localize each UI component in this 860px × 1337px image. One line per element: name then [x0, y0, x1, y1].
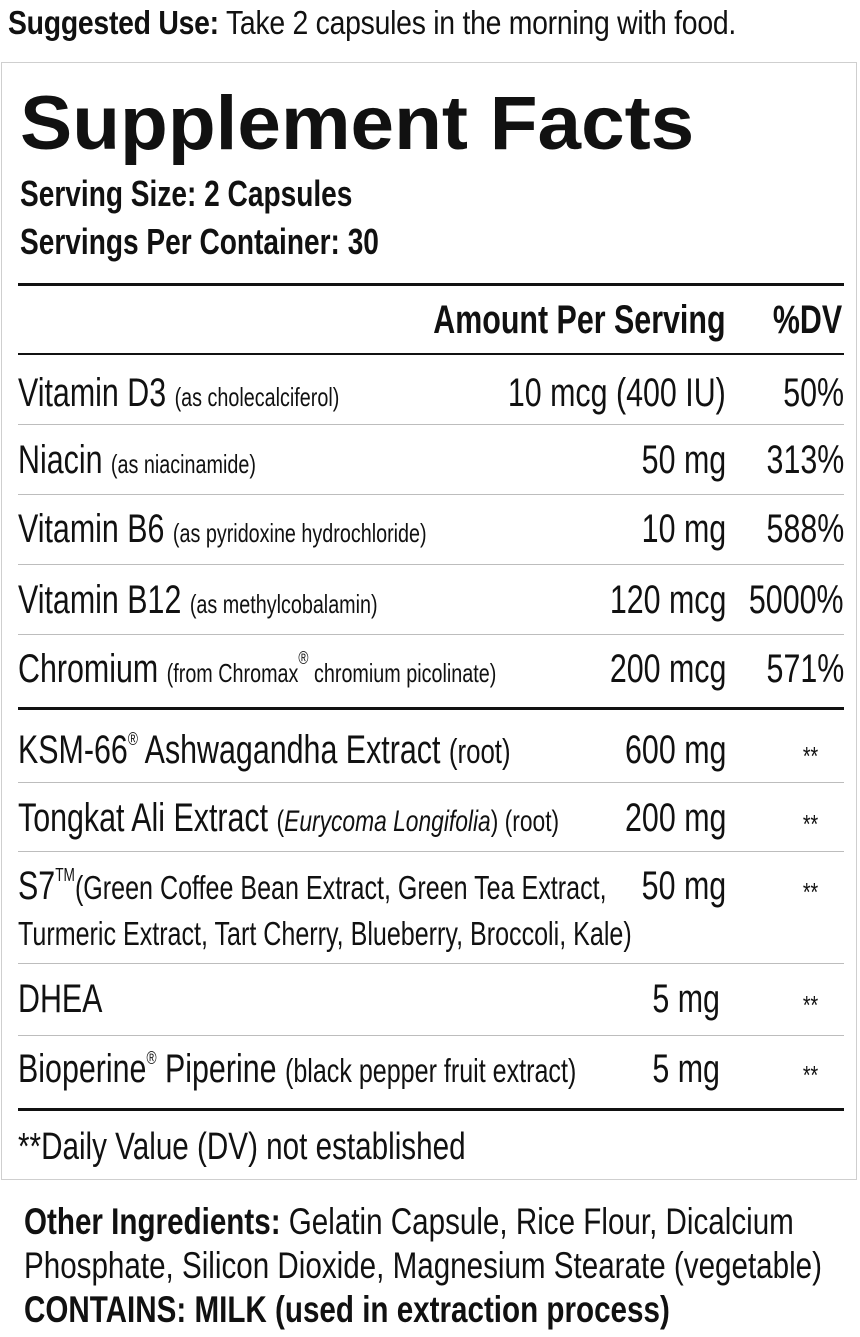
divider	[18, 283, 844, 286]
nutrient-amount: 200 mcg	[609, 647, 726, 691]
nutrient-detail: (as pyridoxine hydrochloride)	[172, 518, 427, 548]
nutrient-amount: 120 mcg	[609, 578, 726, 622]
nutrient-name: Vitamin B6	[18, 507, 165, 551]
facts-title: Supplement Facts	[20, 81, 695, 166]
divider	[18, 707, 844, 710]
nutrient-dv: 313%	[766, 438, 844, 482]
ingredient-detail: (black pepper fruit extract)	[284, 1052, 577, 1089]
servings-per-container: Servings Per Container: 30	[20, 221, 379, 262]
divider	[18, 353, 844, 355]
ingredient-dv: **	[802, 741, 818, 771]
nutrient-detail: (as niacinamide)	[110, 449, 256, 479]
registered-mark: ®	[298, 648, 309, 668]
divider	[18, 564, 844, 565]
ingredient-amount: 5 mg	[652, 1047, 720, 1091]
divider	[18, 782, 844, 783]
registered-mark: ®	[127, 729, 138, 749]
header-amount: Amount Per Serving	[433, 298, 726, 342]
ingredient-detail: (Eurycoma Longifolia) (root)	[276, 805, 560, 838]
other-ingredients: Other Ingredients: Gelatin Capsule, Rice…	[24, 1201, 794, 1242]
nutrient-amount: 10 mcg (400 IU)	[508, 371, 726, 415]
serving-size: Serving Size: 2 Capsules	[20, 173, 353, 214]
ingredient-dv: **	[802, 877, 818, 907]
nutrient-detail: (as methylcobalamin)	[189, 589, 378, 619]
nutrient-dv: 571%	[766, 647, 844, 691]
ingredient-name: DHEA	[18, 977, 103, 1021]
nutrient-name: Vitamin B12	[18, 578, 182, 622]
divider	[18, 851, 844, 852]
nutrient-name: Niacin	[18, 438, 103, 482]
suggested-use: Suggested Use: Take 2 capsules in the mo…	[8, 0, 739, 46]
nutrient-detail: (from Chromax® chromium picolinate)	[166, 648, 497, 688]
ingredient-amount: 50 mg	[641, 864, 726, 908]
ingredient-dv: **	[802, 990, 818, 1020]
ingredient-detail: (root)	[448, 733, 511, 771]
other-ingredients-label: Other Ingredients:	[24, 1201, 281, 1242]
nutrient-amount: 10 mg	[641, 507, 726, 551]
allergen-statement: CONTAINS: MILK (used in extraction proce…	[24, 1289, 670, 1330]
divider	[18, 1108, 844, 1111]
nutrient-dv: 50%	[783, 371, 844, 415]
ingredient-dv: **	[802, 1060, 818, 1090]
ingredient-dv: **	[802, 809, 818, 839]
ingredient-amount: 200 mg	[624, 796, 726, 840]
header-dv: %DV	[772, 298, 842, 342]
ingredient-detail-continued: Turmeric Extract, Tart Cherry, Blueberry…	[18, 915, 632, 952]
divider	[18, 1035, 844, 1036]
registered-mark: ®	[146, 1048, 157, 1068]
footnote: **Daily Value (DV) not established	[18, 1126, 466, 1168]
divider	[18, 634, 844, 635]
nutrient-amount: 50 mg	[641, 438, 726, 482]
ingredient-detail: (Green Coffee Bean Extract, Green Tea Ex…	[74, 869, 607, 906]
ingredient-amount: 5 mg	[652, 977, 720, 1021]
nutrient-name: Vitamin D3	[18, 371, 167, 415]
trademark-mark: TM	[55, 865, 75, 885]
suggested-use-text: Take 2 capsules in the morning with food…	[225, 4, 737, 41]
divider	[18, 424, 844, 425]
divider	[18, 963, 844, 964]
nutrient-name: Chromium	[18, 647, 159, 691]
divider	[18, 494, 844, 495]
nutrient-detail: (as cholecalciferol)	[174, 382, 340, 412]
supplement-facts-panel	[1, 62, 857, 1180]
other-ingredients-line2: Phosphate, Silicon Dioxide, Magnesium St…	[24, 1245, 823, 1286]
ingredient-amount: 600 mg	[624, 728, 726, 772]
nutrient-dv: 588%	[766, 507, 844, 551]
suggested-use-label: Suggested Use:	[8, 4, 219, 41]
nutrient-dv: 5000%	[749, 578, 844, 622]
